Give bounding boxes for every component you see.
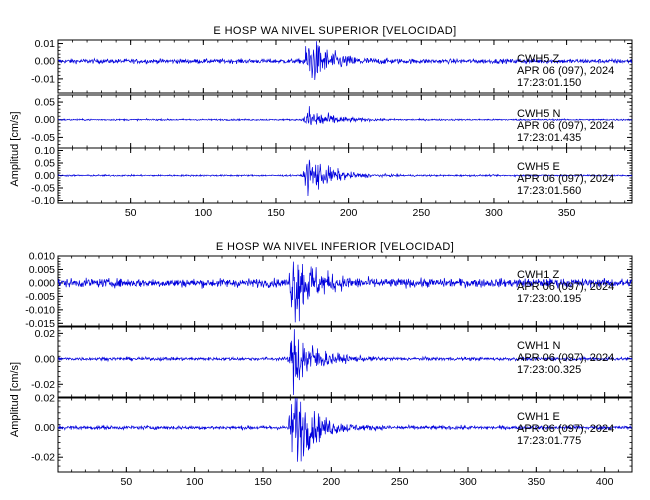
y-tick-label: 0.05 [35, 97, 56, 109]
channel-label: CWH1 E [517, 411, 560, 423]
x-tick-label: 300 [459, 476, 477, 488]
y-tick-label: 0.010 [29, 251, 55, 263]
time-label: 17:23:00.325 [517, 364, 581, 376]
x-tick-label: 50 [120, 476, 132, 488]
channel-label: CWH5 Z [517, 53, 559, 65]
waveform-trace [57, 397, 633, 462]
y-tick-label: 0.00 [35, 422, 56, 434]
y-tick-label: 0.01 [35, 38, 56, 50]
y-tick-label: 0.10 [35, 145, 56, 157]
channel-label: CWH1 Z [517, 269, 559, 281]
date-label: APR 06 (097), 2024 [517, 423, 614, 435]
y-tick-label: 0.00 [35, 170, 56, 182]
date-label: APR 06 (097), 2024 [517, 281, 614, 293]
x-tick-label: 200 [340, 207, 358, 219]
y-tick-label: -0.05 [31, 183, 55, 195]
chart-title: E HOSP WA NIVEL INFERIOR [VELOCIDAD] [216, 241, 454, 253]
channel-label: CWH5 E [517, 161, 560, 173]
y-tick-label: 0.02 [35, 328, 56, 340]
y-axis-label: Amplitud [cm/s] [9, 111, 21, 186]
y-tick-label: 0.02 [35, 393, 56, 405]
y-tick-label: 0.05 [35, 158, 56, 170]
chart-title: E HOSP WA NIVEL SUPERIOR [VELOCIDAD] [213, 25, 456, 37]
chart-lower: E HOSP WA NIVEL INFERIOR [VELOCIDAD] Ampl… [9, 241, 633, 488]
time-label: 17:23:01.775 [517, 435, 581, 447]
waveform-trace [57, 106, 633, 126]
y-tick-label: 0.005 [29, 264, 55, 276]
x-tick-label: 100 [186, 476, 204, 488]
x-tick-label: 400 [596, 476, 614, 488]
x-tick-label: 150 [254, 476, 272, 488]
y-tick-label: 0.00 [35, 353, 56, 365]
chart-upper: E HOSP WA NIVEL SUPERIOR [VELOCIDAD] Ampl… [9, 25, 633, 219]
date-label: APR 06 (097), 2024 [517, 173, 614, 185]
y-tick-label: -0.05 [31, 132, 55, 144]
y-tick-label: -0.01 [31, 73, 55, 85]
channel-label: CWH5 N [517, 108, 560, 120]
time-label: 17:23:01.150 [517, 77, 581, 89]
waveform-trace [57, 329, 633, 396]
time-label: 17:23:00.195 [517, 293, 581, 305]
time-label: 17:23:01.560 [517, 185, 581, 197]
x-tick-label: 300 [485, 207, 503, 219]
x-tick-label: 350 [558, 207, 576, 219]
y-tick-label: 0.00 [35, 114, 56, 126]
y-axis-label: Amplitud [cm/s] [9, 362, 21, 437]
x-tick-label: 150 [267, 207, 285, 219]
y-tick-label: -0.10 [31, 195, 55, 207]
waveform-trace [57, 159, 633, 197]
y-tick-label: 0.000 [29, 277, 55, 289]
time-label: 17:23:01.435 [517, 132, 581, 144]
date-label: APR 06 (097), 2024 [517, 65, 614, 77]
y-tick-label: -0.005 [25, 291, 55, 303]
channel-label: CWH1 N [517, 340, 560, 352]
waveform-trace [57, 261, 633, 323]
y-tick-label: -0.02 [31, 452, 55, 464]
y-tick-label: 0.00 [35, 56, 56, 68]
x-tick-label: 100 [195, 207, 213, 219]
y-tick-label: -0.015 [25, 318, 55, 330]
x-tick-label: 250 [413, 207, 431, 219]
x-tick-label: 50 [125, 207, 137, 219]
panel-frame [57, 39, 633, 94]
x-tick-label: 200 [323, 476, 341, 488]
waveform-trace [57, 41, 633, 81]
x-tick-label: 350 [528, 476, 546, 488]
x-tick-label: 250 [391, 476, 409, 488]
date-label: APR 06 (097), 2024 [517, 352, 614, 364]
y-tick-label: -0.010 [25, 304, 55, 316]
y-tick-label: -0.02 [31, 379, 55, 391]
date-label: APR 06 (097), 2024 [517, 120, 614, 132]
